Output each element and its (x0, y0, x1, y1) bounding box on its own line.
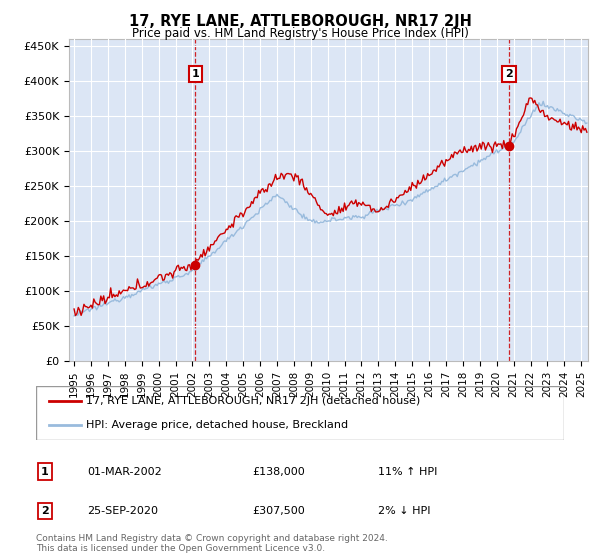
Text: 1: 1 (41, 466, 49, 477)
Text: 11% ↑ HPI: 11% ↑ HPI (378, 466, 437, 477)
Text: 2% ↓ HPI: 2% ↓ HPI (378, 506, 431, 516)
Text: 17, RYE LANE, ATTLEBOROUGH, NR17 2JH (detached house): 17, RYE LANE, ATTLEBOROUGH, NR17 2JH (de… (86, 396, 421, 406)
Text: £138,000: £138,000 (252, 466, 305, 477)
Text: HPI: Average price, detached house, Breckland: HPI: Average price, detached house, Brec… (86, 420, 348, 430)
Text: £307,500: £307,500 (252, 506, 305, 516)
Text: Contains HM Land Registry data © Crown copyright and database right 2024.
This d: Contains HM Land Registry data © Crown c… (36, 534, 388, 553)
Text: 17, RYE LANE, ATTLEBOROUGH, NR17 2JH: 17, RYE LANE, ATTLEBOROUGH, NR17 2JH (128, 14, 472, 29)
Text: 01-MAR-2002: 01-MAR-2002 (87, 466, 162, 477)
Text: 1: 1 (191, 69, 199, 79)
Text: 2: 2 (505, 69, 513, 79)
Text: Price paid vs. HM Land Registry's House Price Index (HPI): Price paid vs. HM Land Registry's House … (131, 27, 469, 40)
Text: 25-SEP-2020: 25-SEP-2020 (87, 506, 158, 516)
Text: 2: 2 (41, 506, 49, 516)
